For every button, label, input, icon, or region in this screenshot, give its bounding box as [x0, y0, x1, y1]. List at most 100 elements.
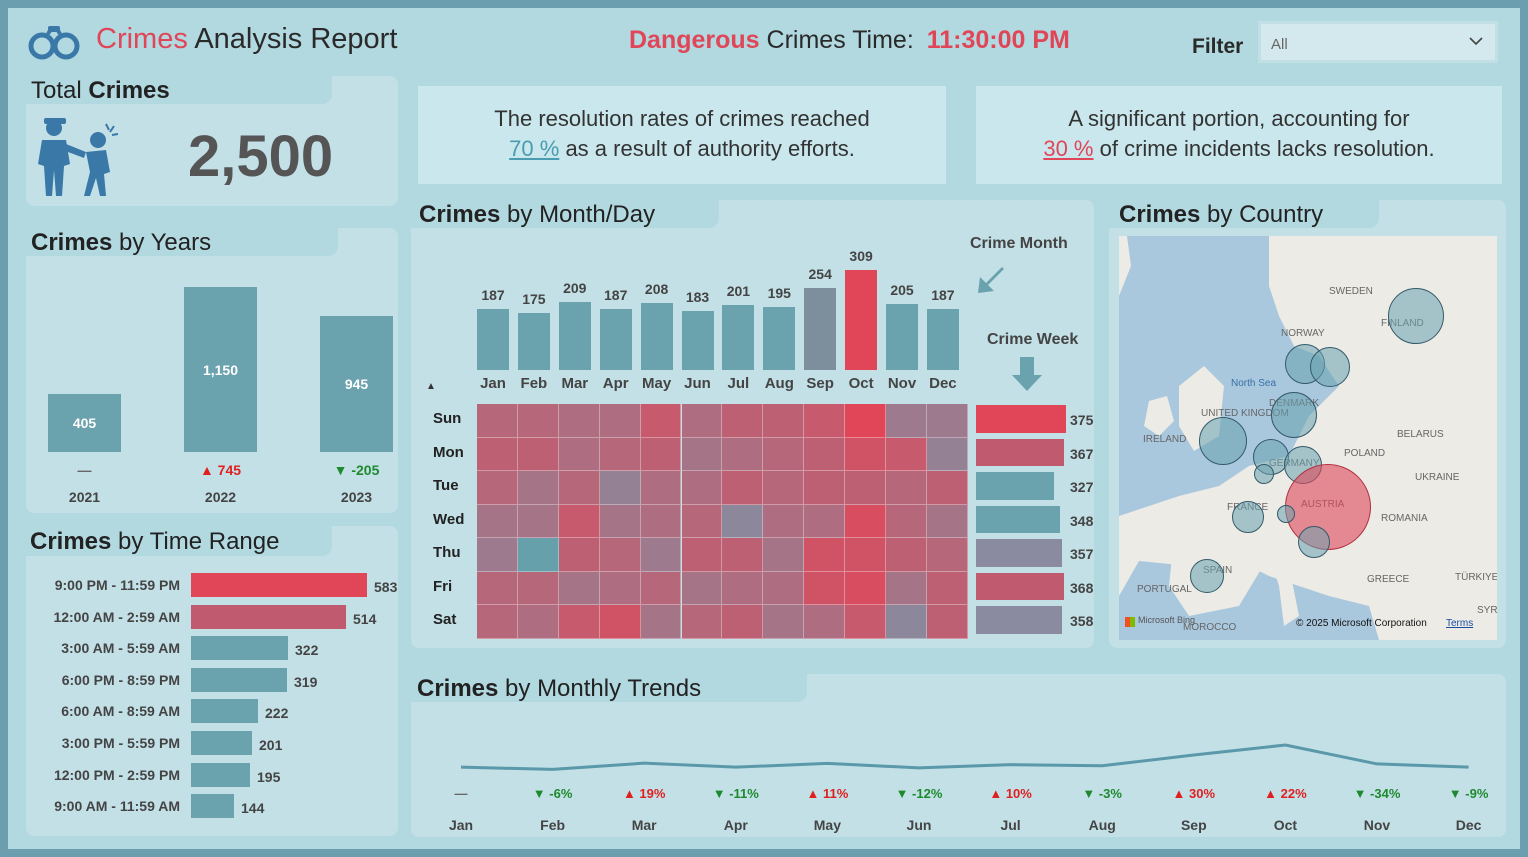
heatmap-cell[interactable] [640, 504, 682, 538]
time-range-bar[interactable] [191, 573, 367, 597]
map-bubble[interactable] [1388, 288, 1444, 344]
heatmap-cell[interactable] [845, 437, 886, 471]
month-bar[interactable] [845, 270, 878, 370]
heatmap-cell[interactable] [681, 471, 723, 505]
heatmap-cell[interactable] [558, 538, 600, 572]
heatmap-cell[interactable] [558, 571, 600, 605]
heatmap-cell[interactable] [517, 538, 559, 572]
heatmap-cell[interactable] [640, 437, 682, 471]
time-range-bar[interactable] [191, 731, 252, 755]
heatmap-cell[interactable] [886, 504, 927, 538]
heatmap-cell[interactable] [722, 404, 764, 438]
heatmap-cell[interactable] [558, 504, 600, 538]
month-bar[interactable] [477, 309, 509, 370]
month-bar[interactable] [640, 303, 673, 370]
heatmap-cell[interactable] [477, 437, 518, 471]
weekday-bar[interactable] [976, 572, 1064, 600]
heatmap-cell[interactable] [517, 571, 559, 605]
time-range-bar[interactable] [191, 794, 234, 819]
heatmap-cell[interactable] [926, 504, 968, 538]
heatmap-cell[interactable] [599, 538, 641, 572]
heatmap-cell[interactable] [599, 571, 641, 605]
heatmap-cell[interactable] [722, 571, 764, 605]
heatmap-cell[interactable] [640, 404, 682, 438]
heatmap-cell[interactable] [763, 471, 805, 505]
heatmap-cell[interactable] [681, 571, 723, 605]
weekday-bar[interactable] [976, 539, 1062, 567]
heatmap-cell[interactable] [599, 471, 641, 505]
heatmap-cell[interactable] [886, 471, 927, 505]
heatmap-cell[interactable] [517, 437, 559, 471]
heatmap-cell[interactable] [763, 404, 805, 438]
month-bar[interactable] [558, 302, 591, 370]
heatmap-cell[interactable] [804, 437, 846, 471]
heatmap-cell[interactable] [681, 504, 723, 538]
weekday-bar[interactable] [976, 606, 1062, 634]
map-bubble[interactable] [1232, 501, 1264, 533]
heatmap-cell[interactable] [845, 404, 886, 438]
heatmap-cell[interactable] [926, 404, 968, 438]
month-bar[interactable] [886, 304, 918, 370]
year-bar[interactable]: 945 [320, 316, 393, 452]
heatmap-cell[interactable] [681, 538, 723, 572]
heatmap-cell[interactable] [845, 504, 886, 538]
heatmap-cell[interactable] [926, 538, 968, 572]
map-bubble[interactable] [1298, 526, 1330, 558]
heatmap-cell[interactable] [886, 437, 927, 471]
weekday-bar[interactable] [976, 438, 1064, 466]
weekday-bar[interactable] [976, 405, 1066, 433]
heatmap-cell[interactable] [886, 571, 927, 605]
heatmap-cell[interactable] [477, 605, 518, 639]
heatmap-cell[interactable] [845, 471, 886, 505]
heatmap-cell[interactable] [722, 471, 764, 505]
heatmap-cell[interactable] [640, 471, 682, 505]
heatmap-cell[interactable] [763, 437, 805, 471]
heatmap-cell[interactable] [763, 538, 805, 572]
heatmap-cell[interactable] [477, 471, 518, 505]
heatmap-cell[interactable] [845, 605, 886, 639]
heatmap-cell[interactable] [599, 605, 641, 639]
map-bubble[interactable] [1277, 505, 1295, 523]
heatmap-cell[interactable] [926, 437, 968, 471]
time-range-bar[interactable] [191, 667, 287, 692]
time-range-bar[interactable] [191, 636, 288, 661]
heatmap-cell[interactable] [763, 504, 805, 538]
heatmap-cell[interactable] [886, 404, 927, 438]
europe-bubble-map[interactable]: SWEDENFINLANDNORWAYNorth SeaDENMARKUNITE… [1119, 236, 1497, 640]
trend-line[interactable] [460, 743, 1469, 771]
heatmap-cell[interactable] [804, 404, 846, 438]
weekday-bar[interactable] [976, 472, 1054, 500]
heatmap-cell[interactable] [886, 538, 927, 572]
heatmap-cell[interactable] [926, 571, 968, 605]
month-bar[interactable] [722, 305, 755, 370]
time-range-bar[interactable] [191, 604, 346, 629]
heatmap-cell[interactable] [804, 471, 846, 505]
heatmap-cell[interactable] [477, 404, 518, 438]
heatmap-cell[interactable] [599, 437, 641, 471]
map-bubble[interactable] [1254, 464, 1274, 484]
month-bar[interactable] [599, 309, 632, 370]
weekday-bar[interactable] [976, 505, 1060, 533]
heatmap-cell[interactable] [722, 437, 764, 471]
filter-dropdown[interactable]: All [1258, 21, 1498, 63]
map-bubble[interactable] [1310, 347, 1350, 387]
heatmap-cell[interactable] [681, 404, 723, 438]
heatmap-cell[interactable] [477, 571, 518, 605]
heatmap-cell[interactable] [926, 471, 968, 505]
heatmap-cell[interactable] [477, 538, 518, 572]
heatmap-cell[interactable] [722, 538, 764, 572]
heatmap-cell[interactable] [804, 538, 846, 572]
heatmap-cell[interactable] [517, 471, 559, 505]
time-range-bar[interactable] [191, 762, 250, 787]
heatmap-cell[interactable] [517, 605, 559, 639]
heatmap-cell[interactable] [640, 605, 682, 639]
heatmap-cell[interactable] [517, 504, 559, 538]
heatmap-cell[interactable] [640, 538, 682, 572]
month-bar[interactable] [681, 311, 714, 370]
heatmap-cell[interactable] [763, 571, 805, 605]
year-bar[interactable]: 405 [48, 394, 121, 452]
year-bar[interactable]: 1,150 [184, 287, 257, 452]
heatmap-cell[interactable] [804, 504, 846, 538]
map-bubble[interactable] [1190, 559, 1224, 593]
heatmap-cell[interactable] [558, 471, 600, 505]
